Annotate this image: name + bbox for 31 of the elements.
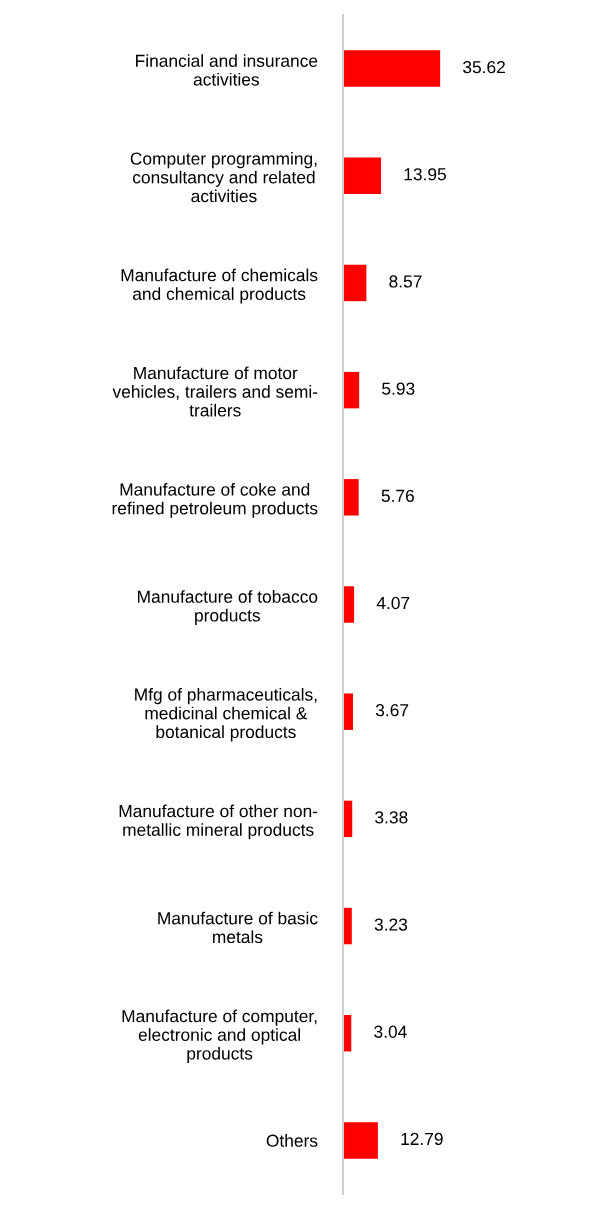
bar — [343, 50, 441, 87]
data-label: 35.62 — [463, 60, 505, 74]
data-label: 8.57 — [389, 275, 422, 288]
y-tick-label: Manufacture of motor vehicles, trailers and semi- trailers — [112, 366, 318, 417]
y-tick-label: Manufacture of chemicals and chemical products — [121, 268, 318, 304]
data-label: 3.23 — [374, 918, 408, 931]
y-tick-label: Manufacture of other non- metallic mineral products — [119, 804, 318, 840]
bar — [343, 264, 367, 302]
y-tick-label: Manufacture of coke and refined petroleum products — [112, 482, 318, 518]
y-tick-label: Manufacture of computer, electronic and optical products — [122, 1009, 317, 1064]
data-label: 3.38 — [375, 811, 408, 824]
bar — [343, 586, 355, 623]
bar — [343, 371, 360, 409]
bar — [343, 1122, 378, 1159]
y-tick-label: Mfg of pharmaceuticals, medicinal chemical & botanical products — [135, 687, 317, 742]
y-tick-label: Financial and insurance activities — [136, 54, 318, 86]
y-tick-label: Manufacture of tobacco products — [138, 590, 318, 625]
data-label: 5.76 — [381, 489, 414, 502]
bar — [343, 157, 382, 194]
y-tick-label: Others — [266, 1134, 318, 1147]
bar — [343, 479, 359, 516]
data-label: 3.67 — [375, 704, 409, 717]
data-label: 12.79 — [401, 1132, 443, 1146]
bar — [343, 907, 352, 945]
bar — [343, 693, 354, 730]
data-label: 4.07 — [376, 596, 410, 610]
data-label: 5.93 — [382, 382, 415, 395]
y-tick-label: Manufacture of basic metals — [158, 911, 318, 944]
data-label: 13.95 — [404, 168, 446, 181]
data-label: 3.04 — [374, 1025, 407, 1038]
y-tick-label: Computer programming, consultancy and related activities — [130, 152, 317, 203]
